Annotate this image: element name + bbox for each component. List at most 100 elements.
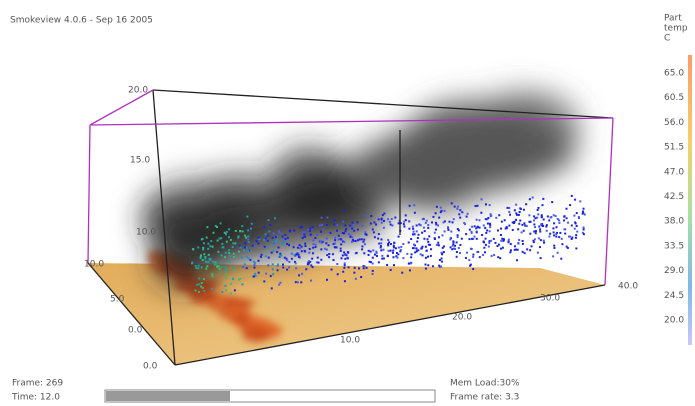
particle: [320, 259, 322, 261]
particle: [206, 237, 208, 239]
particle: [253, 264, 255, 266]
particle: [395, 247, 397, 249]
particle: [416, 224, 418, 226]
particle: [537, 252, 539, 254]
particle: [348, 266, 350, 268]
particle: [308, 252, 310, 254]
particle: [198, 283, 200, 285]
particle: [217, 251, 219, 253]
particle: [342, 254, 344, 256]
particle: [225, 277, 227, 279]
particle: [416, 230, 418, 232]
particle: [443, 251, 445, 253]
particle: [458, 213, 460, 215]
particle: [229, 260, 231, 262]
particle: [228, 228, 230, 230]
particle: [478, 219, 480, 221]
particle: [444, 230, 446, 232]
particle: [370, 215, 372, 217]
particle: [512, 222, 514, 224]
particle: [207, 243, 209, 245]
particle: [416, 250, 418, 252]
particle: [516, 214, 518, 216]
particle: [248, 241, 250, 243]
particle: [557, 218, 559, 220]
particle: [540, 223, 542, 225]
particle: [218, 238, 220, 240]
colorbar-title: C: [664, 34, 670, 44]
particle: [232, 267, 234, 269]
particle: [313, 243, 315, 245]
particle: [247, 238, 249, 240]
particle: [203, 290, 205, 292]
particle: [372, 257, 374, 259]
particle: [376, 252, 378, 254]
particle: [483, 224, 485, 226]
particle: [282, 236, 284, 238]
particle: [380, 238, 382, 240]
particle: [288, 266, 290, 268]
particle: [318, 262, 320, 264]
frame-rate: Frame rate: 3.3: [450, 393, 519, 403]
particle: [518, 223, 520, 225]
particle: [425, 250, 427, 252]
particle: [454, 206, 456, 208]
particle: [426, 238, 428, 240]
particle: [304, 250, 306, 252]
particle: [322, 228, 324, 230]
particle: [230, 283, 232, 285]
particle: [465, 233, 467, 235]
particle: [330, 232, 332, 234]
particle: [267, 245, 269, 247]
particle: [574, 228, 576, 230]
particle: [423, 238, 425, 240]
particle: [209, 245, 211, 247]
particle: [398, 222, 400, 224]
particle: [311, 258, 313, 260]
particle: [522, 240, 524, 242]
particle: [246, 267, 248, 269]
particle: [380, 242, 382, 244]
particle: [392, 252, 394, 254]
particle: [502, 247, 504, 249]
particle: [564, 233, 566, 235]
particle: [409, 269, 411, 271]
particle: [417, 237, 419, 239]
colorbar-title: Part: [664, 14, 682, 24]
particle: [553, 234, 555, 236]
particle: [286, 269, 288, 271]
time-text: Time: 12.0: [11, 393, 60, 403]
particle: [497, 229, 499, 231]
colorbar-label: 65.0: [664, 69, 684, 79]
particle: [390, 250, 392, 252]
particle: [254, 245, 256, 247]
particle: [245, 237, 247, 239]
particle: [493, 254, 495, 256]
particle: [356, 252, 358, 254]
particle: [390, 224, 392, 226]
particle: [390, 243, 392, 245]
particle: [529, 249, 531, 251]
particle: [243, 249, 245, 251]
particle: [320, 231, 322, 233]
particle: [312, 247, 314, 249]
particle: [584, 213, 586, 215]
particle: [247, 229, 249, 231]
colorbar-label: 56.0: [664, 118, 684, 128]
particle: [569, 236, 571, 238]
particle: [261, 254, 263, 256]
particle: [543, 242, 545, 244]
particle: [427, 224, 429, 226]
particle: [447, 226, 449, 228]
particle: [522, 251, 524, 253]
particle: [214, 264, 216, 266]
particle: [501, 221, 503, 223]
particle: [430, 255, 432, 257]
particle: [476, 231, 478, 233]
particle: [412, 247, 414, 249]
particle: [195, 265, 197, 267]
particle: [583, 233, 585, 235]
particle: [494, 242, 496, 244]
particle: [342, 271, 344, 273]
particle: [326, 238, 328, 240]
